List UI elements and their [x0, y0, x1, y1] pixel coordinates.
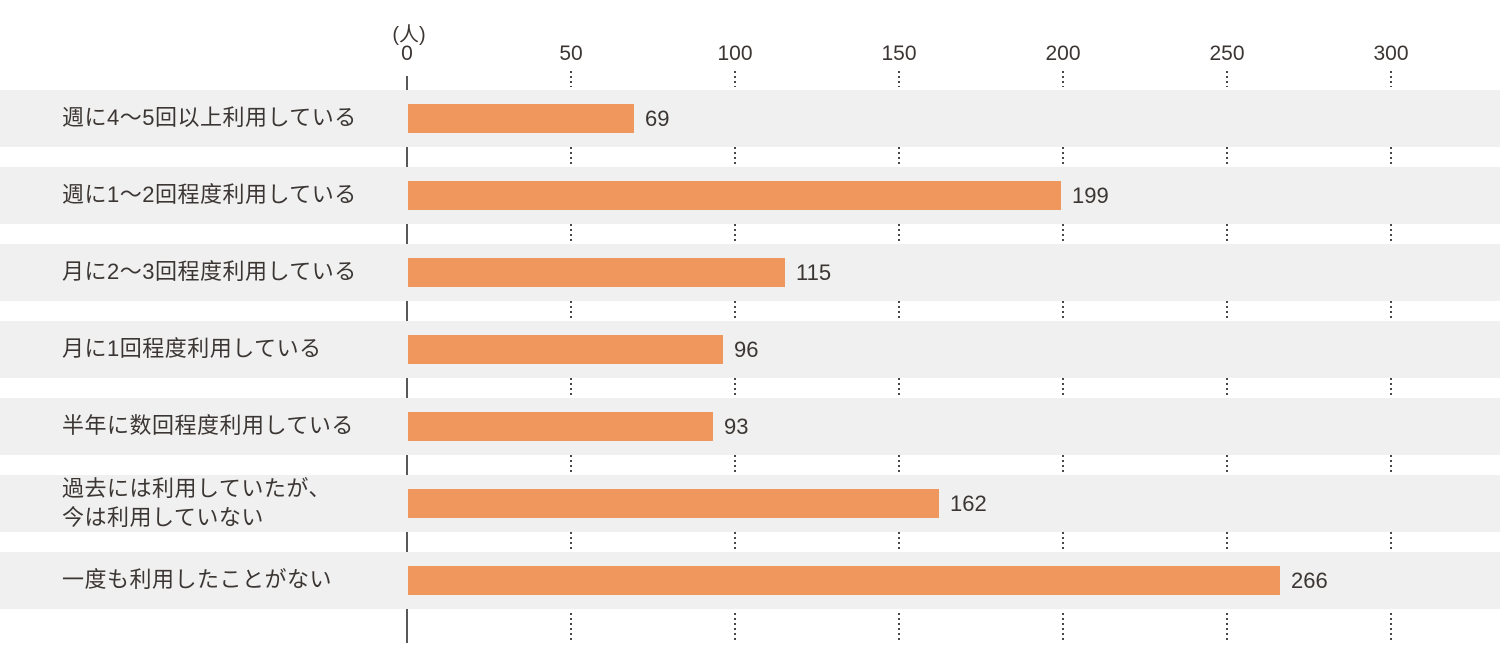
gridline-dots — [1062, 301, 1064, 321]
bar — [408, 104, 634, 133]
gridline-dots — [898, 301, 900, 321]
gridline-dots — [1062, 147, 1064, 167]
x-axis-tick-label: 300 — [1373, 42, 1409, 65]
gridline-dots — [1390, 301, 1392, 321]
gridline-dots — [1062, 71, 1064, 87]
gridline-dots — [734, 378, 736, 398]
category-label: 月に2〜3回程度利用している — [62, 259, 357, 285]
bar — [408, 181, 1061, 210]
gridline-dots — [734, 613, 736, 643]
bar — [408, 258, 785, 287]
gridline-dots — [1226, 147, 1228, 167]
gridline-dots — [1226, 301, 1228, 321]
gridline-dots — [1390, 378, 1392, 398]
bar-value-label: 96 — [734, 336, 759, 362]
gridline-dots — [1390, 532, 1392, 552]
gridline-dots — [1390, 147, 1392, 167]
gridline-dots — [570, 301, 572, 321]
gridline-dots — [1226, 224, 1228, 244]
category-label: 月に1回程度利用している — [62, 336, 322, 362]
gridline-dots — [570, 71, 572, 87]
bar — [408, 412, 713, 441]
gridline-dots — [1226, 71, 1228, 87]
gridline-dots — [734, 455, 736, 475]
gridline-dots — [1062, 455, 1064, 475]
bar-value-label: 162 — [950, 490, 987, 516]
gridline-dots — [1226, 613, 1228, 643]
axis-unit-label: (人) — [392, 24, 426, 46]
row-stripe — [0, 321, 1500, 378]
gridline-dots — [1062, 224, 1064, 244]
category-label: 週に1〜2回程度利用している — [62, 182, 357, 208]
gridline-dots — [1390, 224, 1392, 244]
x-axis-tick-label: 150 — [881, 42, 917, 65]
gridline-dots — [734, 301, 736, 321]
x-axis-tick-label: 200 — [1045, 42, 1081, 65]
bar-value-label: 199 — [1072, 182, 1109, 208]
gridline-dots — [734, 71, 736, 87]
gridline-dots — [1390, 455, 1392, 475]
gridline-dots — [734, 147, 736, 167]
gridline-dots — [898, 224, 900, 244]
row-stripe — [0, 398, 1500, 455]
category-label: 半年に数回程度利用している — [62, 413, 354, 439]
gridline-dots — [898, 147, 900, 167]
gridline-dots — [1062, 532, 1064, 552]
gridline-dots — [898, 71, 900, 87]
gridline-dots — [1226, 378, 1228, 398]
gridline-dots — [898, 378, 900, 398]
bar-value-label: 115 — [796, 259, 832, 285]
gridline-dots — [1390, 71, 1392, 87]
row-stripe — [0, 90, 1500, 147]
bar-value-label: 93 — [724, 413, 749, 439]
x-axis-tick-label: 100 — [717, 42, 753, 65]
gridline-dots — [898, 532, 900, 552]
gridline-dots — [570, 532, 572, 552]
bar — [408, 566, 1280, 595]
category-label: 週に4〜5回以上利用している — [62, 105, 357, 131]
gridline-dots — [1226, 532, 1228, 552]
bar — [408, 489, 939, 518]
gridline-dots — [898, 613, 900, 643]
gridline-dots — [570, 455, 572, 475]
bar-value-label: 69 — [645, 105, 670, 131]
gridline-dots — [734, 224, 736, 244]
gridline-dots — [570, 613, 572, 643]
gridline-dots — [734, 532, 736, 552]
gridline-dots — [898, 455, 900, 475]
gridline-dots — [570, 147, 572, 167]
x-axis-tick-label: 0 — [401, 42, 413, 65]
gridline-dots — [1390, 613, 1392, 643]
category-label: 過去には利用していたが、 今は利用していない — [62, 476, 331, 530]
category-label: 一度も利用したことがない — [62, 567, 333, 593]
gridline-dots — [1226, 455, 1228, 475]
bar-value-label: 266 — [1291, 567, 1328, 593]
gridline-dots — [1062, 613, 1064, 643]
x-axis-tick-label: 250 — [1209, 42, 1245, 65]
gridline-dots — [570, 378, 572, 398]
gridline-dots — [1062, 378, 1064, 398]
gridline-dots — [570, 224, 572, 244]
x-axis-tick-label: 50 — [559, 42, 583, 65]
bar — [408, 335, 723, 364]
